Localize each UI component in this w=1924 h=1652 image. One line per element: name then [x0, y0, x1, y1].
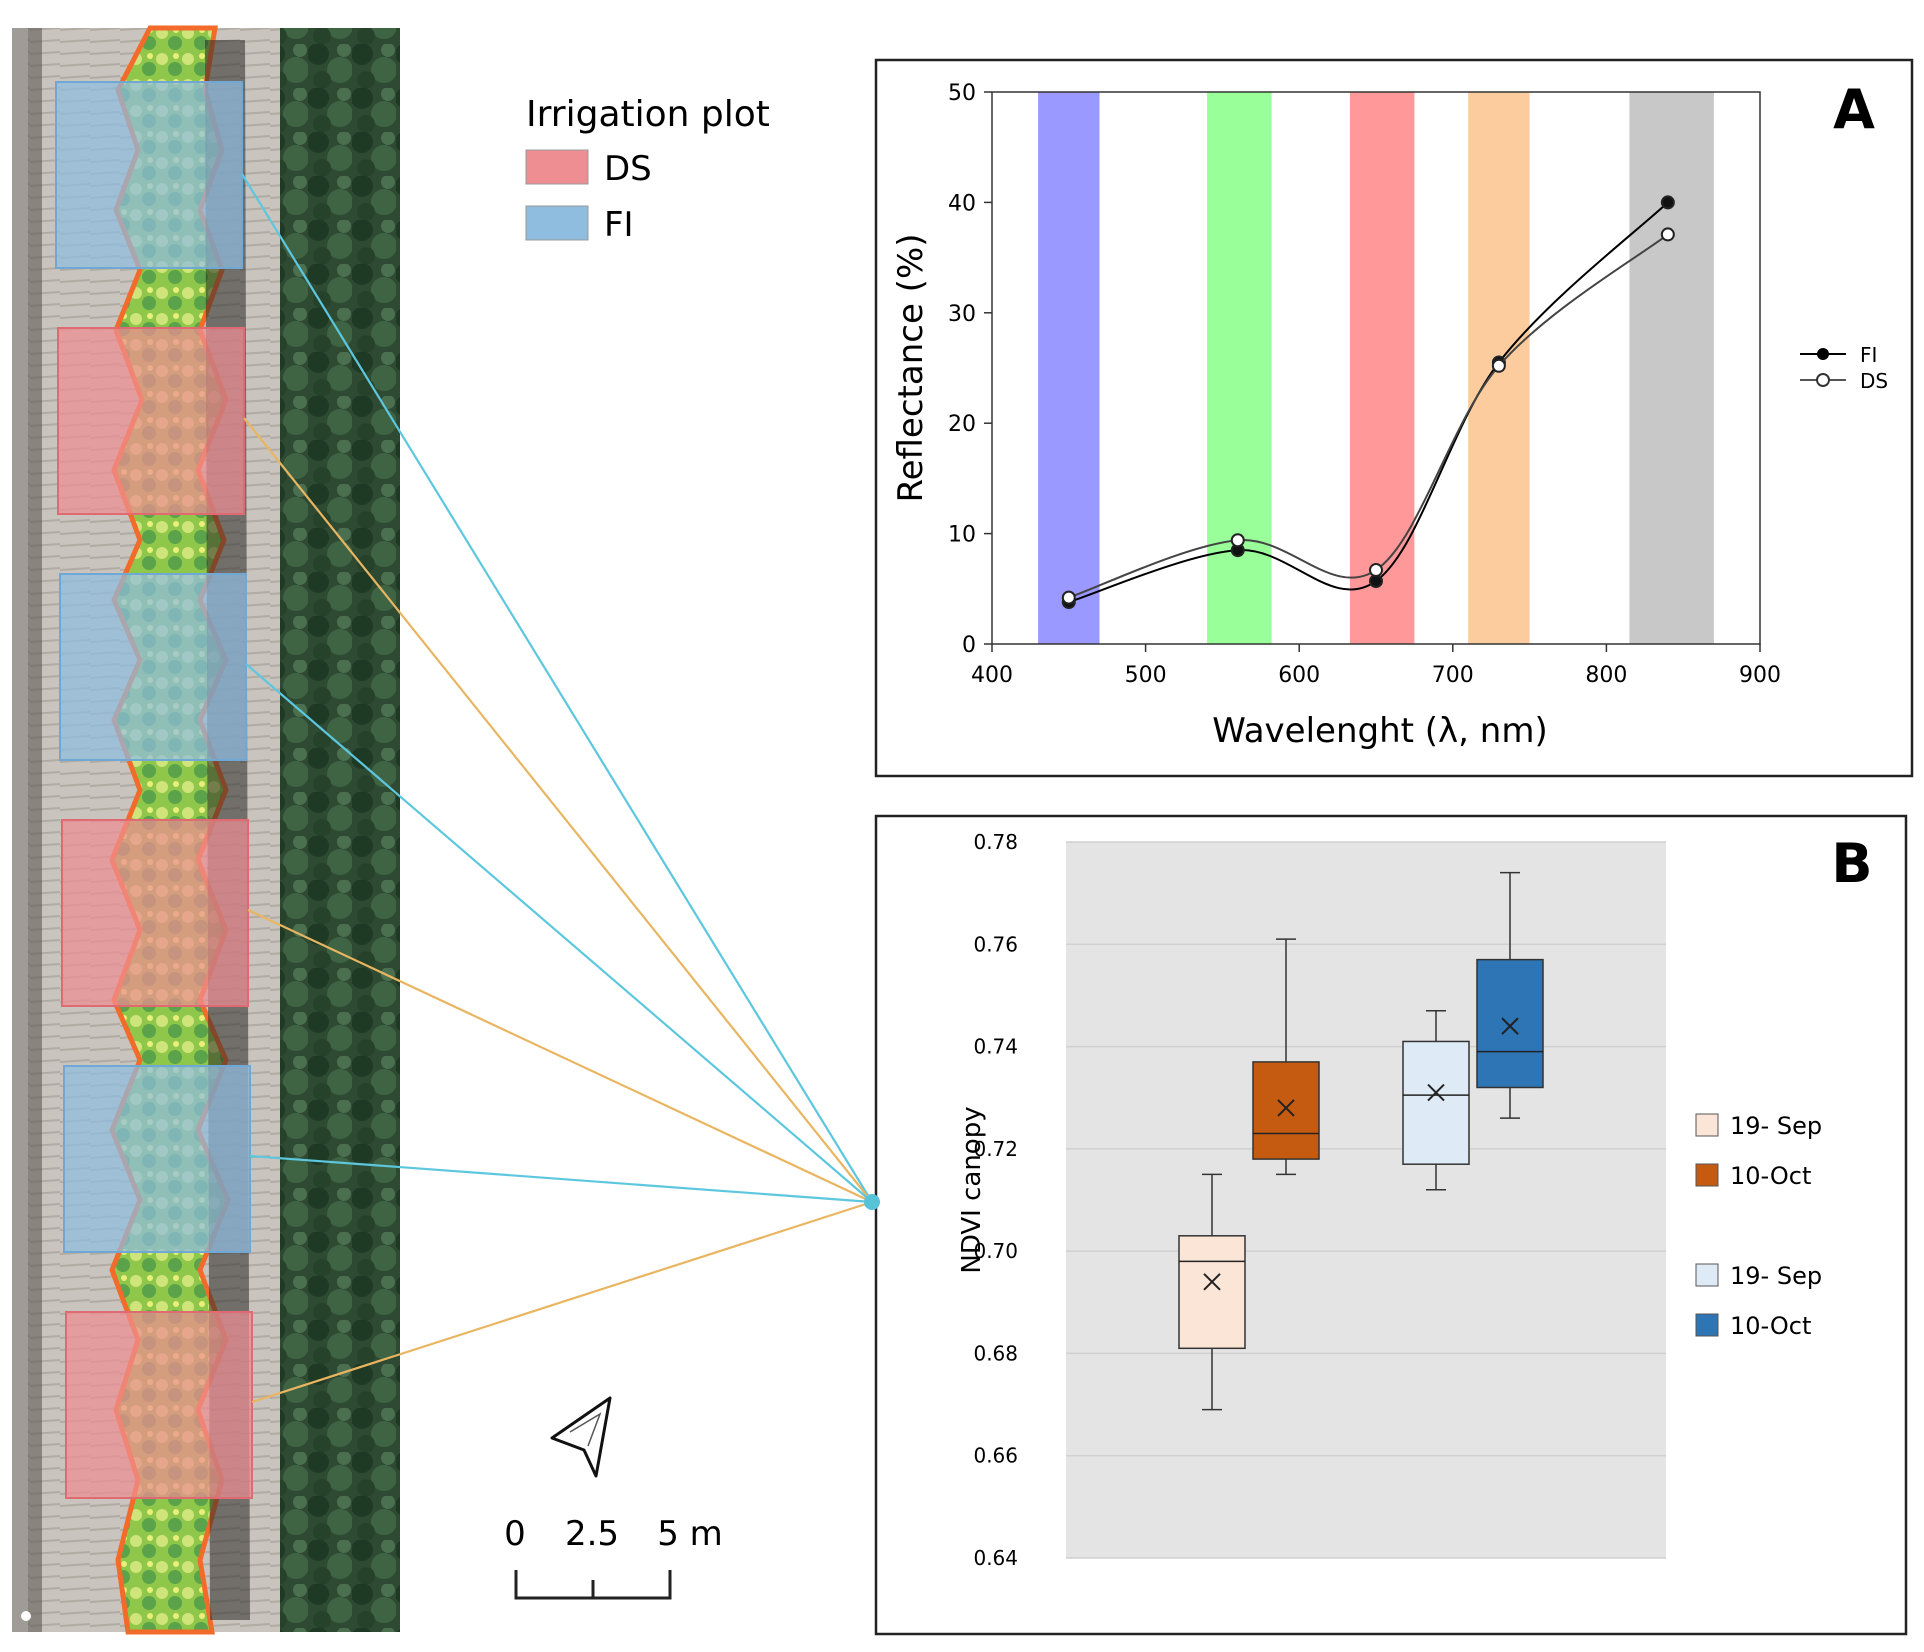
legend-ds-swatch: [525, 149, 589, 185]
scale-line: [514, 1570, 672, 1600]
y-tick-label-0.78: 0.78: [973, 830, 1018, 854]
x-axis-label-a: Wavelenght (λ, nm): [1212, 711, 1547, 751]
scale-tick-0: 0: [504, 1514, 526, 1554]
series-lines-a: [1061, 195, 1675, 610]
y-tick-label-0.76: 0.76: [973, 932, 1018, 956]
band-blue: [1038, 92, 1100, 644]
axis-ticks-a: 400 500 600 700 800 900 0 10 20 30 40 50: [948, 81, 1781, 688]
plot-fi-5: [63, 1065, 251, 1253]
band-green: [1207, 92, 1272, 644]
panel-a-letter: A: [1833, 78, 1875, 141]
y-tick-label-0.70: 0.70: [973, 1239, 1018, 1263]
legend-fi-label: FI: [604, 205, 634, 245]
point-fi-840: [1660, 195, 1675, 210]
y-tick-label-50: 50: [948, 81, 976, 106]
x-tick-label-400: 400: [971, 663, 1013, 688]
mean-marker-fi-19sep: [1427, 1083, 1445, 1102]
legend-title: Irrigation plot: [526, 94, 770, 135]
left-shadow-strip: [12, 28, 42, 1632]
connector-fi-3: [245, 663, 873, 1203]
mean-marker-ds-10oct: [1277, 1099, 1295, 1117]
box-ds-10oct: [1252, 1061, 1320, 1160]
panel-b-letter: B: [1831, 832, 1872, 895]
plot-ds-2: [57, 327, 245, 515]
x-tick-label-900: 900: [1739, 663, 1781, 688]
plot-ds-6: [65, 1311, 253, 1499]
x-tick-label-700: 700: [1432, 663, 1474, 688]
connector-ds-6: [251, 1200, 873, 1404]
panel-a: A 400 500 600 700 800 900 0 10 20 30 40 50 Waveleng…: [874, 58, 1914, 778]
connector-ds-4: [247, 909, 873, 1203]
y-tick-label-0.64: 0.64: [973, 1546, 1018, 1570]
panel-b: B 0.64 0.66 0.68 0.70 0.72 0.74 0.76 0.78 NDVI …: [874, 814, 1908, 1636]
gridlines-b: 0.64 0.66 0.68 0.70 0.72 0.74 0.76 0.78: [973, 830, 1666, 1570]
legend-ds-label: DS: [604, 149, 652, 189]
legend-a-ds: DS: [1860, 369, 1888, 393]
point-ds-650: [1369, 563, 1383, 578]
x-tick-label-800: 800: [1585, 663, 1627, 688]
aerial-image: [12, 25, 400, 1635]
legend-a: FI DS: [1800, 343, 1888, 393]
legend-b-swatch-1-1: [1695, 1313, 1719, 1337]
legend-fi-marker: [1817, 348, 1829, 360]
x-tick-label-500: 500: [1125, 663, 1167, 688]
legend-b-label-1-1: 10-Oct: [1730, 1312, 1811, 1340]
y-tick-label-0.72: 0.72: [973, 1137, 1018, 1161]
irrigation-legend: Irrigation plot DS FI: [525, 94, 770, 245]
legend-b-label-1-0: 19- Sep: [1730, 1262, 1822, 1290]
connector-fi-1: [241, 173, 873, 1203]
y-tick-label-10: 10: [948, 523, 976, 548]
plot-area-b: [1066, 842, 1666, 1558]
plot-fi-3: [59, 573, 247, 761]
scale-bar: 0 2.5 5 m: [504, 1514, 723, 1600]
plot-fi-1: [55, 81, 243, 269]
point-ds-840: [1660, 227, 1675, 242]
legend-a-fi: FI: [1860, 343, 1877, 367]
box-fi-19sep: [1402, 1040, 1470, 1165]
point-ds-730: [1491, 358, 1506, 373]
y-tick-label-40: 40: [948, 191, 976, 216]
legend-b-label-0-0: 19- Sep: [1730, 1112, 1822, 1140]
plot-area-a: [991, 91, 1761, 645]
mean-marker-ds-19sep: [1203, 1273, 1221, 1291]
boxplots: [1178, 871, 1544, 1411]
north-arrow-icon: [550, 1396, 612, 1478]
legend-b-label-0-1: 10-Oct: [1730, 1162, 1811, 1190]
legend-b-swatch-1-0: [1695, 1263, 1719, 1287]
box-ds-19sep: [1178, 1235, 1246, 1350]
connector-lines: [241, 173, 873, 1404]
band-nir: [1629, 92, 1714, 644]
y-tick-label-20: 20: [948, 412, 976, 437]
connector-fi-5: [249, 1154, 873, 1204]
plot-rectangles: [55, 81, 253, 1499]
y-tick-label-0.68: 0.68: [973, 1341, 1018, 1365]
north-dot: [21, 1611, 31, 1621]
tree-row: [280, 28, 400, 1632]
x-tick-label-600: 600: [1278, 663, 1320, 688]
plot-ds-4: [61, 819, 249, 1007]
legend-b-swatch-0-1: [1695, 1163, 1719, 1187]
y-tick-label-0.66: 0.66: [973, 1444, 1018, 1468]
connector-ds-2: [243, 417, 873, 1203]
scale-tick-2-5: 2.5: [565, 1514, 619, 1554]
legend-b: 19- Sep 10-Oct 19- Sep 10-Oct: [1695, 1112, 1822, 1340]
legend-b-swatch-0-0: [1695, 1113, 1719, 1137]
legend-fi-swatch: [525, 205, 589, 241]
y-axis-label-a: Reflectance (%): [891, 233, 931, 502]
y-tick-label-0: 0: [962, 633, 976, 658]
y-tick-label-0.74: 0.74: [973, 1035, 1018, 1059]
y-tick-label-30: 30: [948, 302, 976, 327]
mean-marker-fi-10oct: [1501, 1017, 1519, 1035]
y-axis-label-b: NDVI canopy: [957, 1106, 987, 1273]
legend-ds-marker: [1816, 373, 1830, 387]
junction-dot: [864, 1194, 880, 1210]
point-ds-450: [1061, 590, 1076, 605]
scale-tick-5m: 5 m: [657, 1514, 723, 1554]
box-fi-10oct: [1476, 958, 1544, 1089]
band-red: [1349, 92, 1415, 644]
series-line-fi: [1068, 201, 1669, 604]
point-ds-560: [1230, 533, 1245, 548]
